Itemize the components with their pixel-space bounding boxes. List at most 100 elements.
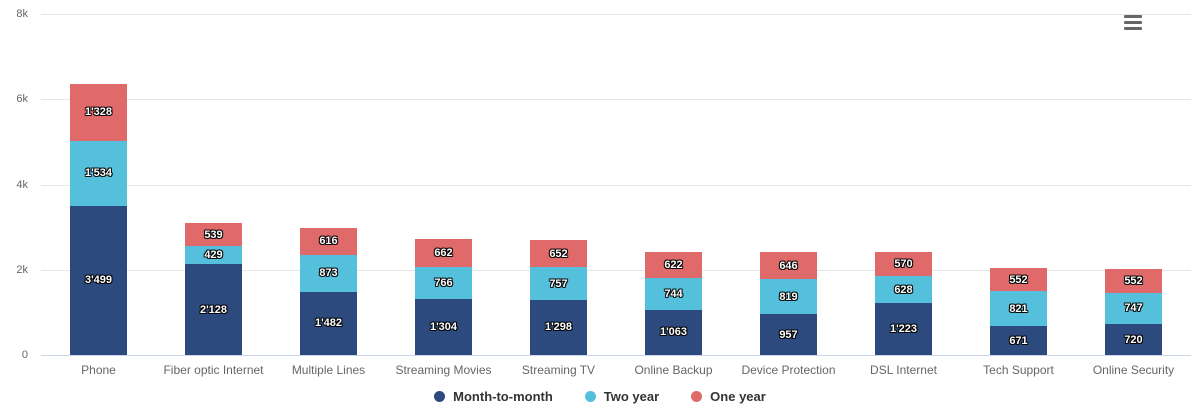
data-label: 552 (1124, 274, 1143, 287)
x-axis-category-label: DSL Internet (870, 363, 937, 377)
bar-segment-one-year[interactable]: 1'328 (70, 83, 127, 141)
bar-segment-two-year[interactable]: 819 (760, 279, 817, 315)
data-label: 3'499 (84, 274, 113, 287)
legend-label: Two year (603, 389, 660, 404)
hamburger-line (1124, 27, 1142, 30)
bar-segment-month-to-month[interactable]: 1'063 (645, 309, 702, 355)
data-label: 1'298 (544, 321, 573, 334)
bar-segment-month-to-month[interactable]: 3'499 (70, 205, 127, 355)
data-label: 1'063 (659, 326, 688, 339)
data-label: 1'328 (84, 106, 113, 119)
bar-segment-two-year[interactable]: 1'534 (70, 140, 127, 206)
data-label: 766 (434, 277, 453, 290)
bar-segment-month-to-month[interactable]: 2'128 (185, 264, 242, 355)
data-label: 957 (779, 328, 798, 341)
data-label: 671 (1009, 334, 1028, 347)
y-gridline (41, 185, 1191, 186)
y-gridline (41, 270, 1191, 271)
legend-marker-circle-icon (691, 391, 703, 402)
bar-segment-month-to-month[interactable]: 720 (1105, 324, 1162, 355)
bar-segment-month-to-month[interactable]: 957 (760, 314, 817, 355)
x-axis-category-label: Fiber optic Internet (163, 363, 264, 377)
y-axis-tick-label: 0 (21, 349, 28, 361)
chart-context-menu-button[interactable] (1124, 15, 1142, 30)
x-axis-category-label: Streaming Movies (395, 363, 492, 377)
data-label: 819 (779, 290, 798, 303)
bar-tech-support: 671 821 552 (990, 267, 1047, 355)
data-label: 2'128 (199, 303, 228, 316)
legend-label: Month-to-month (453, 389, 553, 404)
data-label: 622 (664, 258, 683, 271)
legend-item-one-year[interactable]: One year (691, 389, 766, 404)
x-axis-category-label: Device Protection (741, 363, 836, 377)
y-gridline (41, 99, 1191, 100)
bar-online-backup: 1'063 744 622 (645, 251, 702, 355)
bar-segment-two-year[interactable]: 821 (990, 291, 1047, 327)
legend-label: One year (710, 389, 766, 404)
data-label: 616 (319, 235, 338, 248)
y-axis-tick-label: 6k (16, 93, 28, 105)
x-axis-category-label: Online Backup (634, 363, 713, 377)
hamburger-line (1124, 21, 1142, 24)
bar-segment-month-to-month[interactable]: 671 (990, 326, 1047, 355)
bar-segment-one-year[interactable]: 539 (185, 223, 242, 247)
bar-segment-month-to-month[interactable]: 1'223 (875, 302, 932, 355)
y-gridline (41, 14, 1191, 15)
bar-segment-two-year[interactable]: 744 (645, 278, 702, 310)
hamburger-line (1124, 15, 1142, 18)
legend-marker-circle-icon (434, 391, 446, 402)
bar-segment-one-year[interactable]: 616 (300, 228, 357, 255)
y-axis-tick-label: 4k (16, 179, 28, 191)
data-label: 552 (1009, 273, 1028, 286)
data-label: 1'534 (84, 167, 113, 180)
bar-segment-one-year[interactable]: 662 (415, 238, 472, 267)
legend-item-two-year[interactable]: Two year (584, 389, 660, 404)
bar-segment-two-year[interactable]: 757 (530, 267, 587, 300)
data-label: 429 (204, 249, 223, 262)
bar-streaming-tv: 1'298 757 652 (530, 239, 587, 355)
data-label: 539 (204, 228, 223, 241)
data-label: 646 (779, 259, 798, 272)
y-axis-tick-label: 2k (16, 264, 28, 276)
data-label: 821 (1009, 302, 1028, 315)
data-label: 744 (664, 287, 683, 300)
bar-segment-one-year[interactable]: 570 (875, 251, 932, 277)
bar-streaming-movies: 1'304 766 662 (415, 238, 472, 355)
data-label: 570 (894, 257, 913, 270)
data-label: 1'304 (429, 321, 458, 334)
bar-segment-month-to-month[interactable]: 1'482 (300, 291, 357, 355)
x-axis-category-label: Online Security (1092, 363, 1175, 377)
data-label: 747 (1124, 302, 1143, 315)
legend-item-month-to-month[interactable]: Month-to-month (434, 389, 553, 404)
bar-segment-two-year[interactable]: 628 (875, 276, 932, 303)
data-label: 873 (319, 267, 338, 280)
bar-segment-two-year[interactable]: 766 (415, 266, 472, 300)
legend: Month-to-month Two year One year (0, 389, 1200, 404)
bar-segment-two-year[interactable]: 747 (1105, 292, 1162, 325)
bar-phone: 3'499 1'534 1'328 (70, 83, 127, 355)
bar-segment-one-year[interactable]: 652 (530, 239, 587, 268)
bar-segment-month-to-month[interactable]: 1'304 (415, 299, 472, 355)
bar-segment-one-year[interactable]: 622 (645, 251, 702, 279)
data-label: 757 (549, 277, 568, 290)
legend-marker-circle-icon (584, 391, 596, 402)
bar-segment-one-year[interactable]: 646 (760, 251, 817, 280)
bar-segment-month-to-month[interactable]: 1'298 (530, 299, 587, 355)
data-label: 652 (549, 247, 568, 260)
bar-dsl-internet: 1'223 628 570 (875, 251, 932, 355)
data-label: 662 (434, 246, 453, 259)
bar-segment-two-year[interactable]: 873 (300, 254, 357, 292)
bar-device-protection: 957 819 646 (760, 251, 817, 355)
bar-fiber-optic-internet: 2'128 429 539 (185, 223, 242, 355)
data-label: 628 (894, 283, 913, 296)
bar-segment-one-year[interactable]: 552 (1105, 269, 1162, 293)
data-label: 1'482 (314, 317, 343, 330)
x-axis-category-label: Tech Support (983, 363, 1054, 377)
bar-segment-one-year[interactable]: 552 (990, 267, 1047, 292)
x-axis-category-label: Multiple Lines (291, 363, 366, 377)
bar-online-security: 720 747 552 (1105, 269, 1162, 355)
x-axis-category-label: Phone (81, 363, 116, 377)
data-label: 1'223 (889, 322, 918, 335)
bar-segment-two-year[interactable]: 429 (185, 246, 242, 265)
